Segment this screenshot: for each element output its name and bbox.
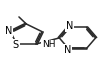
Text: S: S [13, 40, 19, 50]
Text: N: N [64, 45, 71, 55]
Text: N: N [5, 26, 12, 36]
Text: NH: NH [42, 40, 56, 49]
Text: N: N [66, 21, 73, 31]
